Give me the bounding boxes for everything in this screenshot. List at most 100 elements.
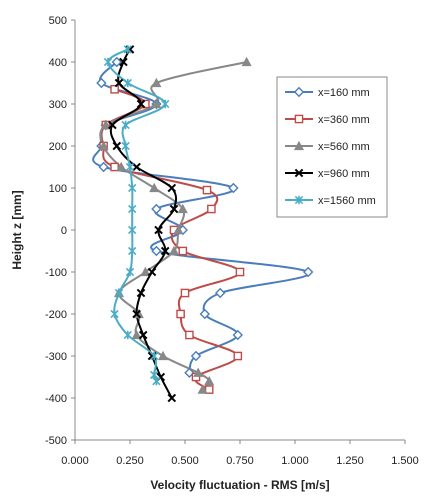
series-markers	[96, 45, 314, 403]
data-point	[132, 162, 141, 172]
y-tick-label: 500	[49, 15, 67, 27]
y-axis-label: Height z [mm]	[10, 190, 24, 269]
data-point	[100, 119, 111, 130]
data-point	[103, 57, 113, 67]
data-point	[193, 367, 204, 377]
data-point	[96, 77, 107, 89]
data-point	[128, 225, 137, 235]
x-tick-label: 0.750	[226, 455, 254, 467]
data-point	[125, 267, 135, 277]
legend-marker	[294, 114, 304, 124]
data-point	[235, 267, 245, 277]
data-point	[111, 56, 122, 68]
y-tick-label: -100	[45, 267, 67, 279]
data-point	[136, 288, 146, 298]
y-tick-label: -200	[45, 309, 67, 321]
data-point	[151, 245, 162, 257]
ticks: 0.000 0.250 0.500 0.750 1.000 1.250 1.500 500 40…	[45, 15, 419, 467]
data-point	[123, 45, 132, 54]
data-point	[108, 120, 117, 130]
data-point	[232, 329, 243, 341]
data-point	[173, 224, 184, 235]
data-point	[176, 309, 185, 319]
legend-marker	[293, 140, 305, 151]
legend-label: x=160 mm	[318, 87, 370, 99]
data-point	[98, 161, 109, 173]
data-point	[228, 182, 239, 194]
data-point	[197, 384, 208, 394]
data-point	[184, 367, 195, 378]
data-point	[128, 204, 137, 214]
data-point	[151, 77, 162, 88]
data-point	[215, 287, 226, 299]
data-point	[241, 56, 252, 67]
data-point	[132, 309, 141, 319]
data-point	[233, 351, 243, 361]
y-tick-label: 100	[49, 183, 67, 195]
data-point	[180, 288, 190, 298]
legend-marker	[293, 86, 305, 98]
data-point	[110, 162, 119, 172]
legend: x=160 mm x=360 mm x=560 mm x=960 mm x=1560 m…	[276, 76, 388, 218]
data-point	[202, 185, 212, 195]
data-point	[131, 329, 142, 340]
data-point	[154, 225, 163, 235]
data-point	[98, 140, 109, 151]
data-point	[116, 161, 127, 172]
data-point	[110, 84, 119, 94]
data-point	[168, 245, 180, 256]
data-point	[128, 183, 137, 193]
data-point	[185, 330, 194, 340]
data-point	[169, 204, 179, 214]
y-tick-label: 200	[49, 141, 67, 153]
x-tick-label: 0.500	[171, 455, 199, 467]
data-point	[123, 330, 132, 340]
data-point	[204, 385, 214, 394]
data-point	[112, 141, 122, 151]
y-tick-label: -400	[45, 393, 67, 405]
data-point	[114, 288, 124, 298]
data-point	[149, 182, 160, 193]
data-point	[178, 246, 188, 256]
x-tick-label: 0.000	[61, 455, 89, 467]
data-point	[151, 98, 162, 109]
legend-marker	[294, 168, 304, 178]
data-point	[123, 78, 132, 88]
data-point	[204, 375, 215, 386]
x-tick-label: 1.250	[336, 455, 364, 467]
y-tick-label: 300	[49, 99, 67, 111]
x-tick-label: 1.500	[391, 455, 419, 467]
data-point	[167, 393, 177, 403]
y-tick-label: -500	[45, 435, 67, 447]
legend-marker	[294, 195, 304, 205]
data-point	[151, 203, 162, 215]
y-tick-label: 0	[61, 225, 67, 237]
data-point	[140, 266, 151, 277]
data-point	[160, 246, 170, 256]
data-point	[303, 266, 314, 278]
x-tick-label: 0.250	[116, 455, 144, 467]
legend-label: x=560 mm	[318, 141, 370, 153]
legend-label: x=360 mm	[318, 114, 370, 126]
data-point	[207, 204, 216, 214]
legend-label: x=960 mm	[318, 168, 370, 180]
data-point	[110, 309, 119, 319]
data-point	[152, 377, 161, 386]
data-point	[128, 246, 137, 256]
x-tick-label: 1.000	[281, 455, 309, 467]
data-point	[161, 99, 170, 109]
data-point	[119, 57, 128, 67]
data-point	[190, 350, 202, 362]
legend-label: x=1560 mm	[318, 195, 376, 207]
y-tick-label: -300	[45, 351, 67, 363]
data-point	[147, 267, 157, 277]
data-point	[138, 330, 148, 340]
data-point	[125, 162, 135, 172]
data-point	[157, 350, 169, 361]
data-point	[199, 308, 210, 320]
x-axis-label: Velocity fluctuation - RMS [m/s]	[150, 478, 329, 492]
data-point	[114, 78, 124, 88]
data-point	[136, 99, 146, 109]
data-point	[167, 183, 177, 193]
